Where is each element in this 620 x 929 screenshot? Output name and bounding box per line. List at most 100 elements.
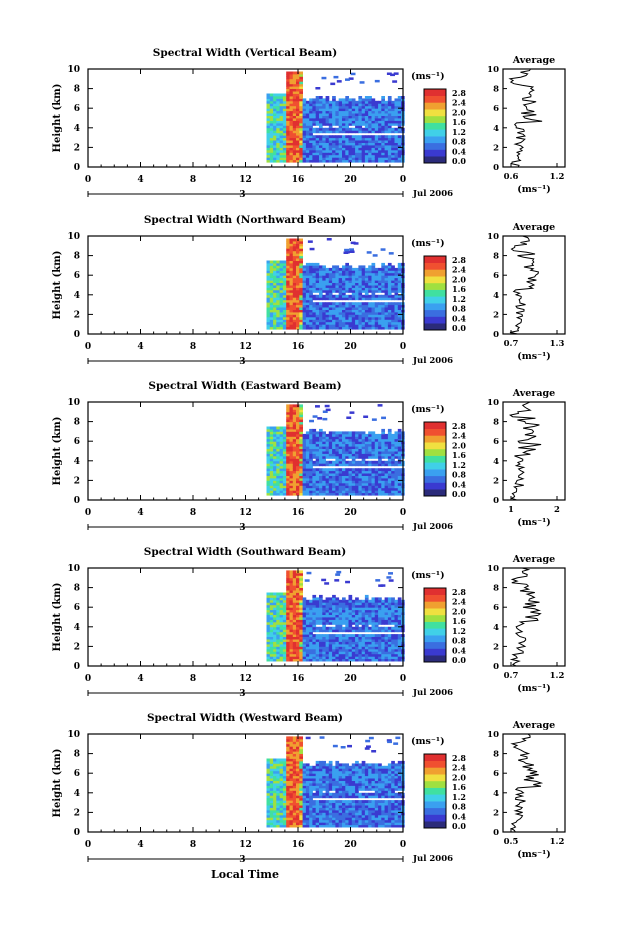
heatmap-cell xyxy=(371,473,376,476)
heatmap-cell xyxy=(348,311,353,315)
heatmap-cell xyxy=(368,149,372,153)
heatmap-cell xyxy=(289,587,294,591)
heatmap-cell xyxy=(273,482,277,486)
colorbar-tick-label: 0.0 xyxy=(452,655,466,665)
heatmap-cell xyxy=(346,416,352,419)
heatmap-cell xyxy=(309,289,313,293)
heatmap-cell xyxy=(387,626,392,630)
colorbar-tick-label: 0.4 xyxy=(452,645,466,655)
heatmap-cell xyxy=(381,125,385,129)
heatmap-cell xyxy=(368,321,372,325)
heatmap-cell xyxy=(289,275,294,279)
x-tick-label: 0 xyxy=(85,175,91,185)
heatmap-cell xyxy=(348,270,353,274)
heatmap-cell xyxy=(332,321,336,325)
heatmap-cell xyxy=(276,297,280,301)
heatmap-cell xyxy=(289,326,294,330)
heatmap-cell xyxy=(312,594,317,598)
heatmap-cell xyxy=(368,287,372,291)
heatmap-cell xyxy=(286,612,290,615)
heatmap-cell xyxy=(374,280,379,283)
heatmap-cell xyxy=(335,289,340,293)
heatmap-cell xyxy=(286,132,290,136)
heatmap-cell xyxy=(322,289,326,293)
heatmap-cell xyxy=(351,446,356,449)
heatmap-cell xyxy=(276,113,280,116)
heatmap-cell xyxy=(296,145,300,148)
heatmap-cell xyxy=(394,448,399,452)
x-tick-label: 20 xyxy=(344,674,357,684)
heatmap-cell xyxy=(325,307,330,310)
heatmap-cell xyxy=(315,604,320,608)
heatmap-cell xyxy=(394,304,399,308)
heatmap-cell xyxy=(387,98,392,102)
heatmap-cell xyxy=(312,105,317,109)
heatmap-cell xyxy=(279,604,284,608)
heatmap-cell xyxy=(371,135,376,139)
heatmap-cell xyxy=(374,475,379,479)
y-tick-label: 4 xyxy=(74,457,80,467)
heatmap-cell xyxy=(273,463,277,467)
heatmap-cell xyxy=(319,597,323,601)
heatmap-cell xyxy=(299,307,303,310)
heatmap-cell xyxy=(305,639,310,642)
heatmap-cell xyxy=(364,324,369,328)
heatmap-cell xyxy=(378,455,382,459)
y-tick-label: 8 xyxy=(74,418,80,428)
heatmap-cell xyxy=(289,477,294,481)
heatmap-cell xyxy=(358,135,363,139)
heatmap-cell xyxy=(387,149,392,153)
heatmap-cell xyxy=(348,285,353,288)
heatmap-cell xyxy=(315,639,320,642)
heatmap-cell xyxy=(299,656,303,660)
heatmap-cell xyxy=(371,110,376,114)
heatmap-cell xyxy=(276,292,280,296)
heatmap-cell xyxy=(276,446,280,449)
heatmap-cell xyxy=(282,93,287,97)
heatmap-cell xyxy=(391,607,395,611)
heatmap-cell xyxy=(299,309,303,313)
heatmap-cell xyxy=(319,443,323,447)
heatmap-cell xyxy=(371,154,376,158)
heatmap-cell xyxy=(312,617,317,620)
heatmap-cell xyxy=(289,651,294,655)
heatmap-cell xyxy=(378,307,382,310)
heatmap-cell xyxy=(269,294,274,298)
heatmap-cell xyxy=(289,145,294,148)
heatmap-cell xyxy=(309,272,313,276)
heatmap-cell xyxy=(387,460,392,464)
heatmap-cell xyxy=(361,436,366,440)
heatmap-cell xyxy=(351,636,356,640)
heatmap-cell xyxy=(269,624,274,628)
heatmap-cell xyxy=(279,426,284,430)
heatmap-cell xyxy=(338,436,343,440)
heatmap-cell xyxy=(273,592,277,596)
heatmap-cell xyxy=(325,634,330,637)
heatmap-cell xyxy=(391,314,395,318)
heatmap-cell xyxy=(381,316,385,320)
heatmap-cell xyxy=(279,135,284,139)
heatmap-cell xyxy=(266,132,271,136)
heatmap-cell xyxy=(269,267,274,271)
heatmap-cell xyxy=(276,453,280,457)
heatmap-cell xyxy=(325,619,330,623)
heatmap-cell xyxy=(282,297,287,301)
heatmap-cell xyxy=(397,468,402,472)
heatmap-cell xyxy=(305,145,310,148)
heatmap-cell xyxy=(325,267,330,271)
heatmap-cell xyxy=(279,267,284,271)
heatmap-cell xyxy=(338,458,343,462)
heatmap-cell xyxy=(279,145,284,148)
heatmap-cell xyxy=(299,88,303,92)
heatmap-cell xyxy=(358,453,363,457)
heatmap-cell xyxy=(302,480,307,484)
heatmap-cell xyxy=(299,324,303,328)
heatmap-cell xyxy=(305,477,310,481)
heatmap-cell xyxy=(289,424,294,427)
heatmap-cell xyxy=(391,460,395,464)
heatmap-cell xyxy=(391,463,395,467)
heatmap-cell xyxy=(384,110,389,114)
heatmap-cell xyxy=(296,100,300,104)
heatmap-cell xyxy=(309,157,313,161)
heatmap-cell xyxy=(286,120,290,124)
